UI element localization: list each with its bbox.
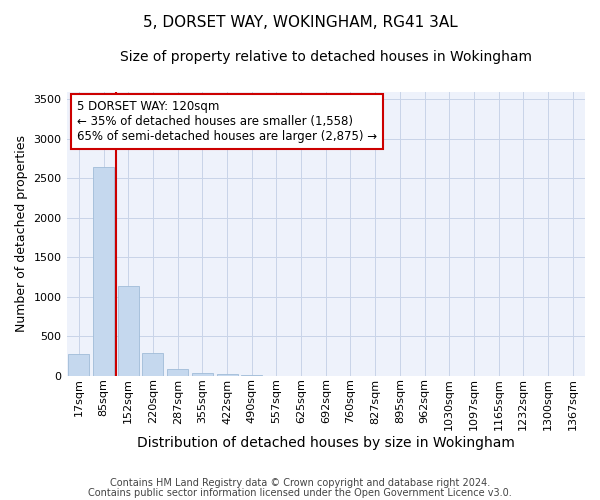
- X-axis label: Distribution of detached houses by size in Wokingham: Distribution of detached houses by size …: [137, 436, 515, 450]
- Bar: [118, 286, 139, 376]
- Bar: [192, 372, 213, 376]
- Y-axis label: Number of detached properties: Number of detached properties: [15, 135, 28, 332]
- Bar: [142, 353, 163, 376]
- Bar: [68, 354, 89, 376]
- Title: Size of property relative to detached houses in Wokingham: Size of property relative to detached ho…: [120, 50, 532, 64]
- Bar: [217, 374, 238, 376]
- Bar: [93, 168, 114, 376]
- Text: 5 DORSET WAY: 120sqm
← 35% of detached houses are smaller (1,558)
65% of semi-de: 5 DORSET WAY: 120sqm ← 35% of detached h…: [77, 100, 377, 143]
- Text: 5, DORSET WAY, WOKINGHAM, RG41 3AL: 5, DORSET WAY, WOKINGHAM, RG41 3AL: [143, 15, 457, 30]
- Text: Contains HM Land Registry data © Crown copyright and database right 2024.: Contains HM Land Registry data © Crown c…: [110, 478, 490, 488]
- Bar: [167, 368, 188, 376]
- Text: Contains public sector information licensed under the Open Government Licence v3: Contains public sector information licen…: [88, 488, 512, 498]
